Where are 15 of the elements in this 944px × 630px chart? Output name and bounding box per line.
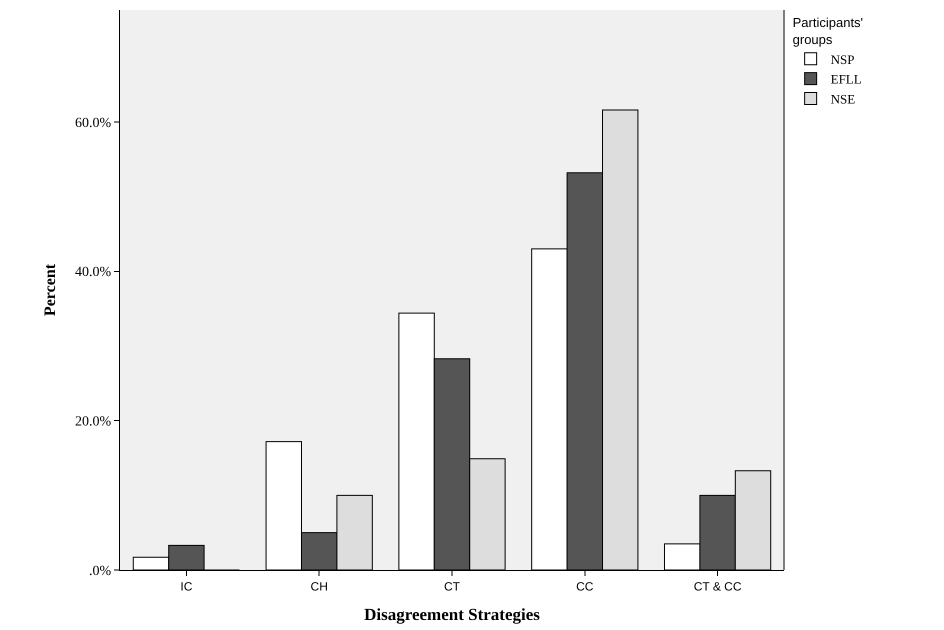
x-axis-title: Disagreement Strategies: [364, 604, 540, 624]
x-tick-label: CT: [444, 579, 461, 594]
y-axis-title: Percent: [42, 263, 59, 316]
legend-label: EFLL: [830, 72, 862, 87]
x-tick-label: CC: [576, 579, 594, 594]
y-tick-label: 60.0%: [75, 116, 112, 131]
legend-label: NSE: [830, 92, 856, 107]
y-tick-label: .0%: [89, 564, 112, 579]
legend-label: NSP: [830, 52, 854, 67]
x-tick-label: CH: [310, 579, 328, 594]
y-tick-label: 20.0%: [75, 414, 112, 430]
legend-title: Participants' groups: [792, 14, 864, 47]
x-tick-label: CT & CC: [694, 579, 742, 594]
x-tick-label: IC: [180, 579, 193, 594]
y-tick-label: 40.0%: [75, 265, 112, 280]
